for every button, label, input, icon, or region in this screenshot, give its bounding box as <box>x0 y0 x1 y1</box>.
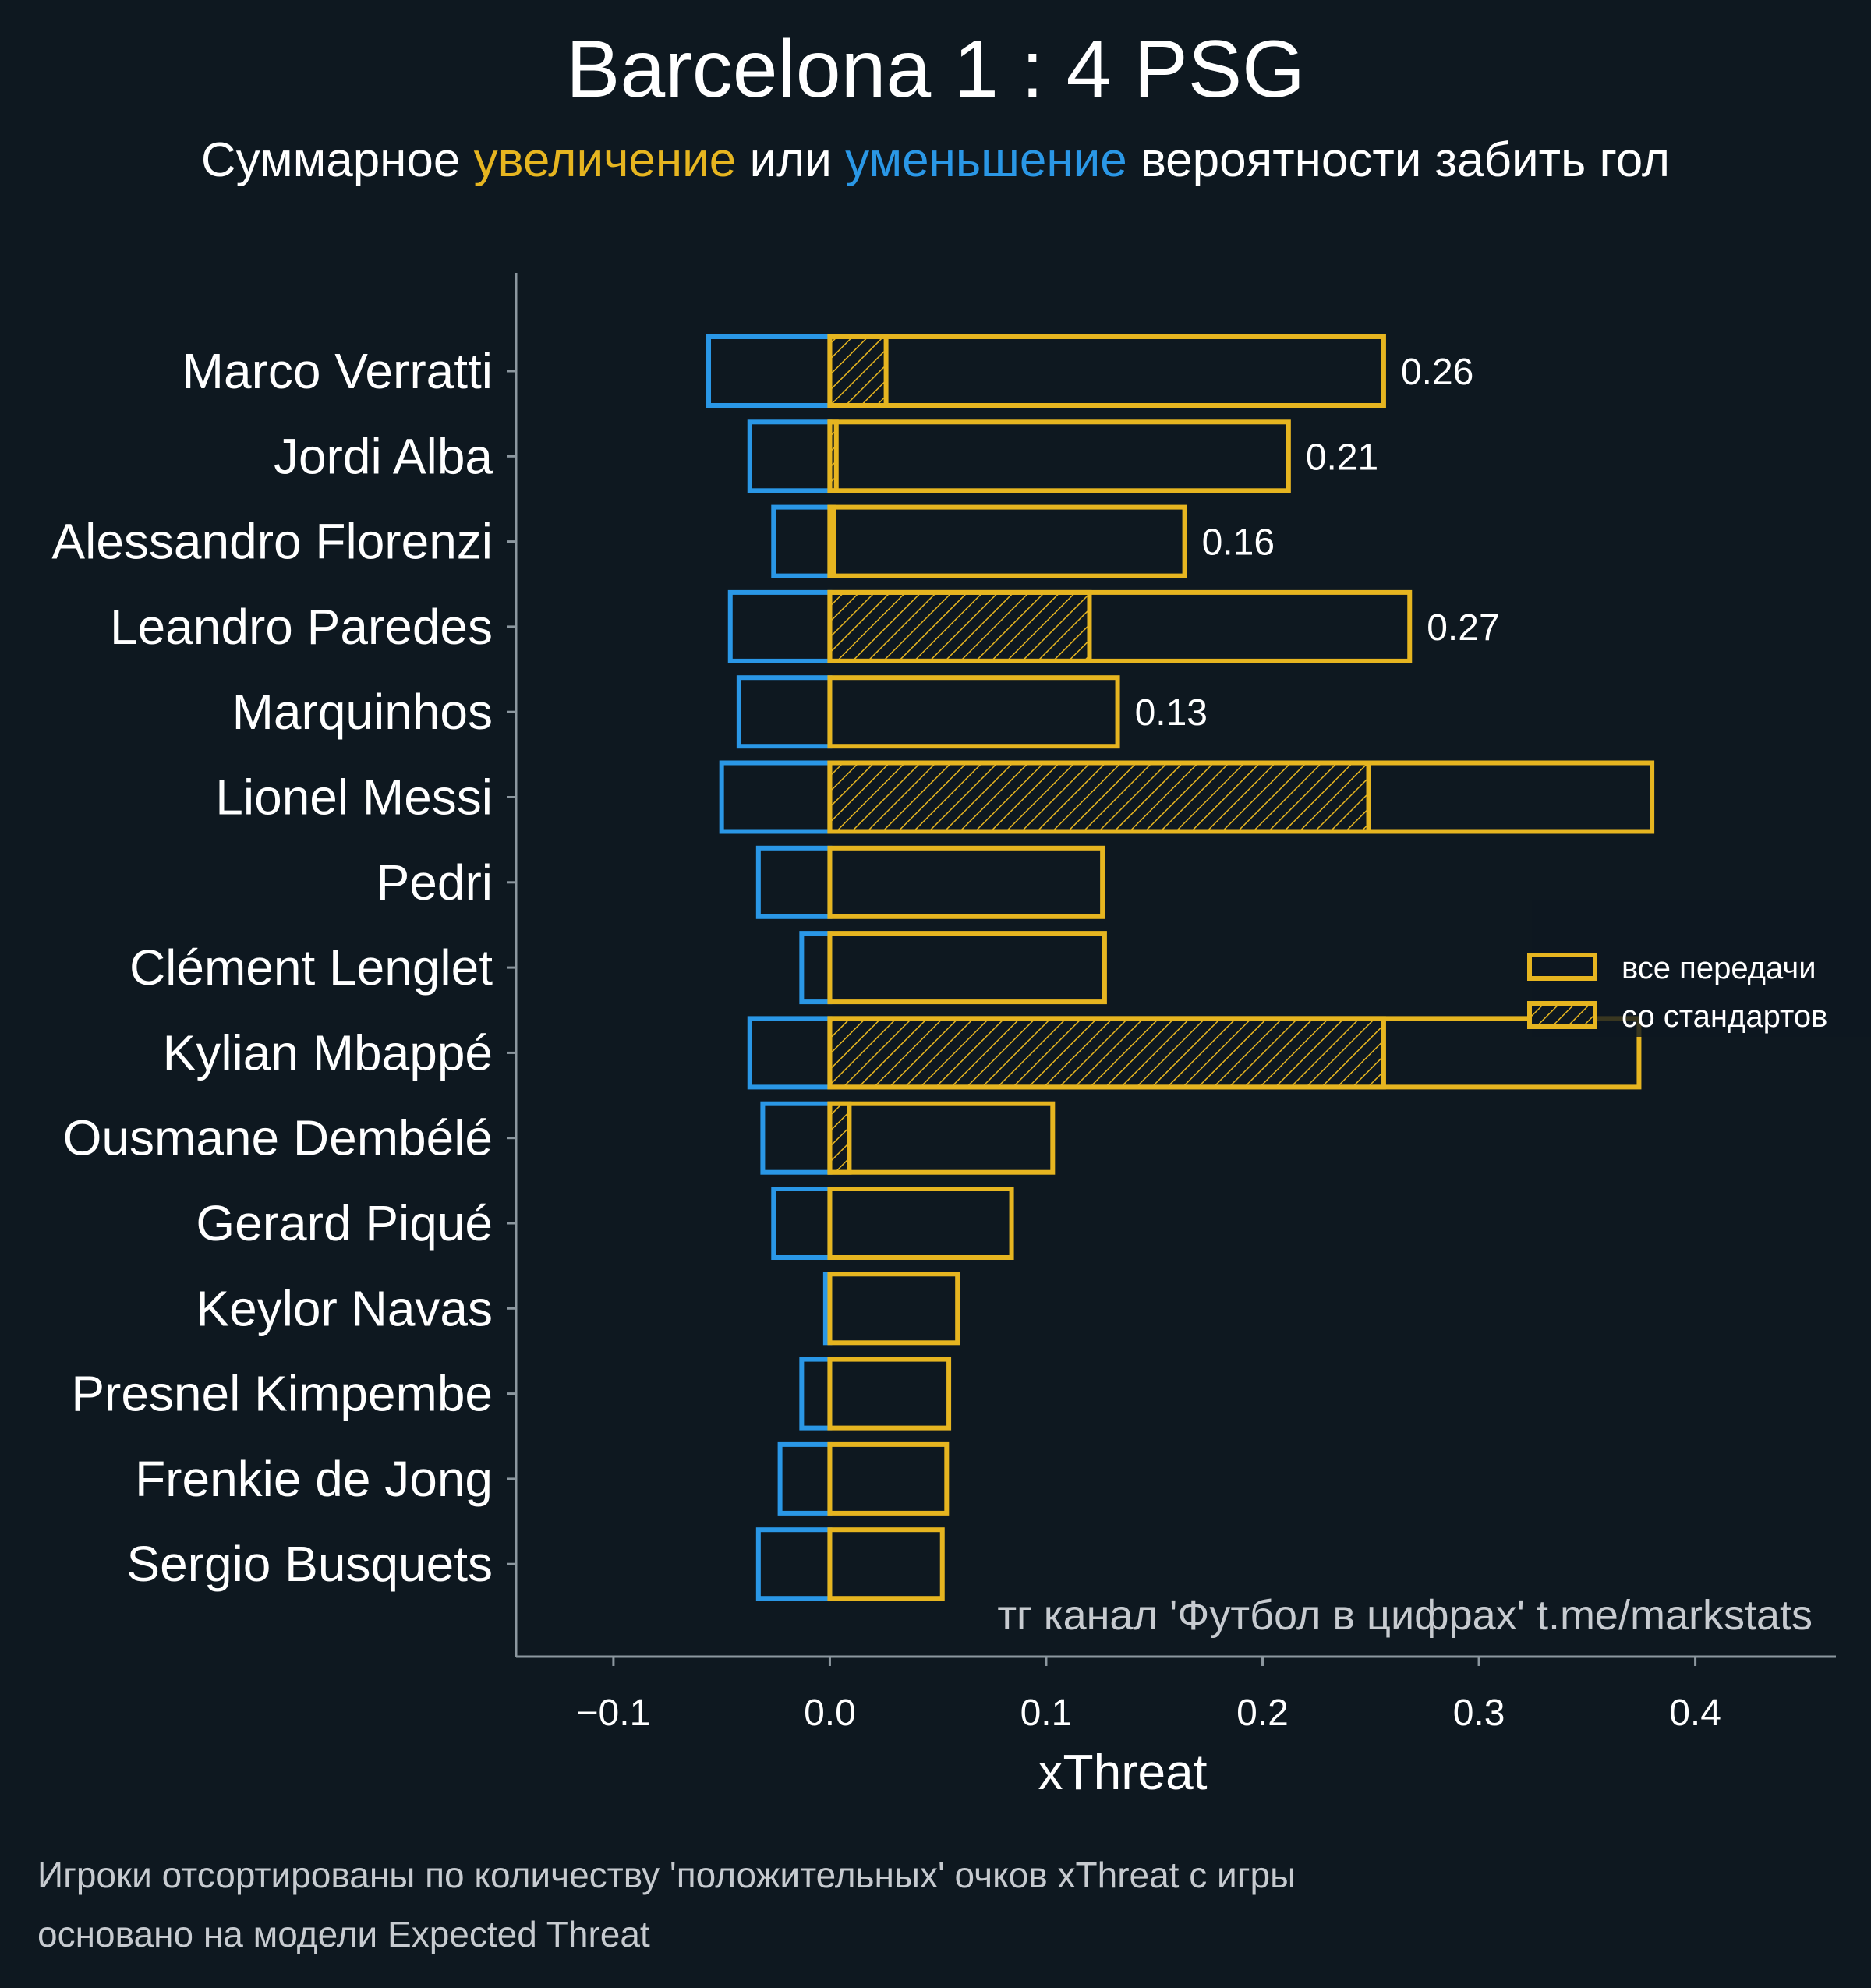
y-tick-label: Clément Lenglet <box>129 939 493 996</box>
set-piece-bar <box>827 334 889 408</box>
subtitle-increase: увеличение <box>473 133 737 187</box>
x-tick-label: 0.1 <box>1020 1693 1073 1734</box>
y-tick-label: Frenkie de Jong <box>135 1451 493 1507</box>
bar-value-label: 0.27 <box>1427 607 1499 649</box>
negative-bar <box>771 504 833 578</box>
y-tick-label: Presnel Kimpembe <box>71 1366 493 1422</box>
footnote-sorting: Игроки отсортированы по количеству 'поло… <box>37 1855 1296 1895</box>
positive-bar <box>827 589 1413 663</box>
negative-bar <box>719 760 833 834</box>
set-piece-bar <box>827 1016 1386 1090</box>
negative-bar <box>736 675 833 749</box>
negative-bar <box>755 1527 833 1601</box>
subtitle-middle: или <box>749 133 832 187</box>
negative-bar <box>755 845 833 919</box>
y-tick-label: Gerard Piqué <box>196 1195 493 1251</box>
subtitle-decrease: уменьшение <box>845 133 1127 187</box>
positive-bar <box>827 845 1105 919</box>
positive-bar <box>827 931 1107 1005</box>
positive-bar <box>827 1016 1642 1090</box>
legend-swatch-all-passes <box>1527 953 1597 981</box>
bars-layer: 0.26 0.21 0.16 0.27 0.13 <box>706 334 1655 1601</box>
negative-bar <box>727 589 833 663</box>
negative-bar <box>706 334 833 408</box>
legend-swatch-set-pieces <box>1527 1001 1597 1029</box>
positive-bar <box>827 334 1386 408</box>
positive-bar <box>827 419 1291 493</box>
y-tick-label: Lionel Messi <box>215 769 493 826</box>
bar-value-label: 0.13 <box>1135 692 1208 734</box>
chart-subtitle: Суммарное увеличение или уменьшение веро… <box>0 133 1871 188</box>
bar-value-label: 0.26 <box>1401 352 1473 393</box>
positive-bar <box>827 504 1187 578</box>
y-tick-label: Keylor Navas <box>196 1280 493 1336</box>
watermark-text: тг канал 'Футбол в цифрах' t.me/markstat… <box>997 1592 1813 1639</box>
positive-bar <box>827 1527 945 1601</box>
positive-bar <box>827 675 1120 749</box>
y-tick-label: Alessandro Florenzi <box>51 514 493 570</box>
negative-bar <box>747 1016 833 1090</box>
negative-bar <box>771 1187 833 1260</box>
x-tick-label: 0.2 <box>1236 1693 1289 1734</box>
positive-bar <box>827 760 1655 834</box>
x-tick-label: 0.3 <box>1453 1693 1505 1734</box>
positive-bar <box>827 1187 1014 1260</box>
x-tick-label: 0.0 <box>804 1693 856 1734</box>
bar-value-label: 0.21 <box>1306 437 1378 478</box>
legend-label-set-pieces: со стандартов <box>1622 999 1827 1034</box>
bar-value-label: 0.16 <box>1202 522 1275 564</box>
footnote-model: основано на модели Expected Threat <box>37 1914 650 1954</box>
y-tick-label: Pedri <box>377 854 493 911</box>
y-tick-label: Marco Verratti <box>182 343 493 399</box>
subtitle-prefix: Суммарное <box>200 133 461 187</box>
x-tick-label: 0.4 <box>1669 1693 1721 1734</box>
subtitle-suffix: вероятности забить гол <box>1140 133 1671 187</box>
positive-bar <box>827 1357 952 1431</box>
negative-bar <box>760 1101 833 1175</box>
negative-bar <box>799 1357 833 1431</box>
set-piece-bar <box>827 760 1371 834</box>
chart-legend: все передачи со стандартов <box>1527 900 1871 1037</box>
chart-title: Barcelona 1 : 4 PSG <box>565 24 1306 115</box>
negative-bar <box>747 419 833 493</box>
set-piece-bar <box>827 589 1092 663</box>
negative-bar <box>799 931 833 1005</box>
x-axis-label: xThreat <box>1038 1744 1208 1800</box>
positive-bar <box>827 1441 950 1516</box>
y-tick-label: Ousmane Dembélé <box>63 1110 493 1166</box>
positive-bar <box>827 1272 960 1346</box>
positive-bar <box>827 1101 1056 1175</box>
y-tick-label: Leandro Paredes <box>110 599 493 655</box>
legend-label-all-passes: все передачи <box>1622 951 1816 985</box>
set-piece-bar <box>827 1101 852 1175</box>
y-tick-label: Jordi Alba <box>274 428 493 484</box>
negative-bar <box>777 1441 833 1516</box>
y-tick-label: Kylian Mbappé <box>163 1024 493 1081</box>
y-tick-label: Marquinhos <box>232 684 493 740</box>
x-tick-label: −0.1 <box>577 1693 651 1734</box>
y-tick-label: Sergio Busquets <box>126 1536 493 1592</box>
axes-layer: Marco Verratti Jordi Alba Alessandro Flore… <box>51 273 1836 1734</box>
